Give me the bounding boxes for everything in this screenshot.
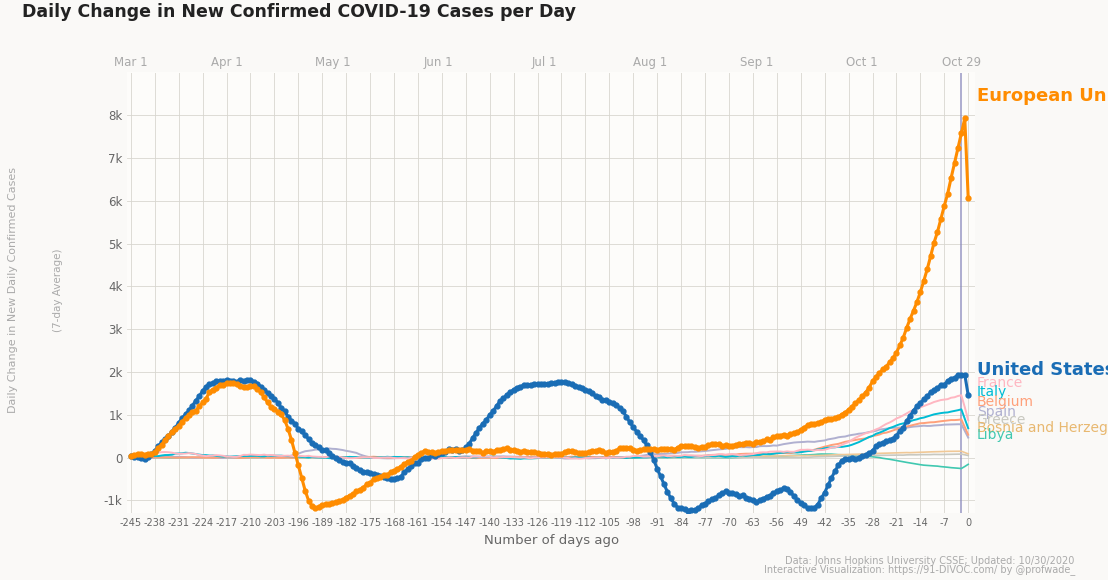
Text: May 1: May 1 bbox=[315, 56, 350, 68]
Text: Interactive Visualization: https://91-DIVOC.com/ by @profwade_: Interactive Visualization: https://91-DI… bbox=[763, 564, 1075, 575]
Text: Sep 1: Sep 1 bbox=[740, 56, 773, 68]
Text: Jul 1: Jul 1 bbox=[532, 56, 557, 68]
Text: Oct 1: Oct 1 bbox=[847, 56, 878, 68]
Text: (7-day Average): (7-day Average) bbox=[52, 248, 63, 332]
Text: United States: United States bbox=[977, 361, 1108, 379]
X-axis label: Number of days ago: Number of days ago bbox=[484, 534, 618, 547]
Text: Belgium: Belgium bbox=[977, 395, 1034, 409]
Text: Daily Change in New Daily Confirmed Cases: Daily Change in New Daily Confirmed Case… bbox=[8, 167, 19, 413]
Text: Greece: Greece bbox=[977, 414, 1026, 427]
Text: Oct 29: Oct 29 bbox=[942, 56, 981, 68]
Text: Data: Johns Hopkins University CSSE; Updated: 10/30/2020: Data: Johns Hopkins University CSSE; Upd… bbox=[786, 556, 1075, 566]
Text: Jun 1: Jun 1 bbox=[423, 56, 453, 68]
Text: Aug 1: Aug 1 bbox=[633, 56, 667, 68]
Text: Libya: Libya bbox=[977, 427, 1014, 441]
Text: Mar 1: Mar 1 bbox=[114, 56, 147, 68]
Text: Apr 1: Apr 1 bbox=[211, 56, 243, 68]
Text: Spain: Spain bbox=[977, 405, 1016, 419]
Text: Italy: Italy bbox=[977, 385, 1007, 399]
Text: France: France bbox=[977, 376, 1023, 390]
Text: Bosnia and Herzegovina: Bosnia and Herzegovina bbox=[977, 420, 1108, 434]
Text: Daily Change in New Confirmed COVID-19 Cases per Day: Daily Change in New Confirmed COVID-19 C… bbox=[22, 3, 576, 21]
Text: European Union: European Union bbox=[977, 87, 1108, 105]
